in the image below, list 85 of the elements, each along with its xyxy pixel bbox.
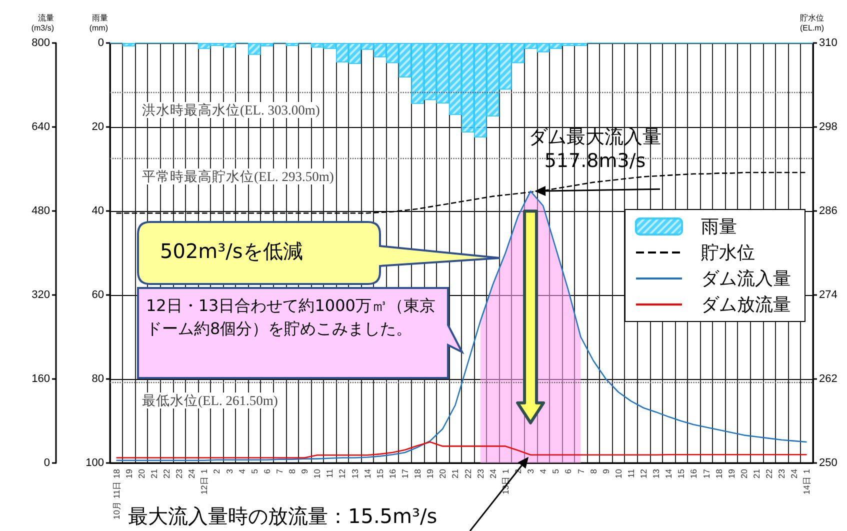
y2-tick-label: 250 xyxy=(819,457,838,469)
x-tick-label: 24 xyxy=(488,468,498,478)
x-tick-label: 12 xyxy=(337,468,348,478)
x-tick-label: 6 xyxy=(563,468,574,474)
legend-label: ダム流入量 xyxy=(701,268,791,288)
x-tick-label: 11 xyxy=(626,468,636,478)
x-tick-label: 19 xyxy=(425,468,436,478)
y3-tick-label: 100 xyxy=(86,457,104,469)
y3-tick-label: 20 xyxy=(92,121,104,133)
x-tick-label: 21 xyxy=(148,468,159,478)
legend-label: ダム放流量 xyxy=(701,294,791,314)
x-tick-label: 13 xyxy=(350,468,360,478)
y-tick-label: 800 xyxy=(32,37,50,49)
legend-label: 雨量 xyxy=(701,216,737,236)
x-tick-label: 16 xyxy=(688,468,699,478)
x-tick-label: 7 xyxy=(274,468,284,474)
x-tick-label: 20 xyxy=(438,468,448,478)
x-tick-label: 9 xyxy=(600,468,611,474)
ref-line-label: 洪水時最高水位(EL. 303.00m) xyxy=(142,102,320,118)
x-tick-label: 13 xyxy=(651,468,662,478)
x-tick-label: 11 xyxy=(324,468,335,478)
x-tick-label: 18 xyxy=(714,468,724,478)
x-tick-label: 14 xyxy=(664,468,674,478)
y-tick-label: 640 xyxy=(32,121,50,133)
y3-tick-label: 40 xyxy=(92,205,104,217)
y-tick-label: 0 xyxy=(44,457,50,469)
x-tick-label: 15 xyxy=(374,468,385,478)
x-tick-label: 23 xyxy=(776,468,787,478)
x-tick-label: 3 xyxy=(224,468,234,474)
x-tick-label: 15 xyxy=(676,468,686,478)
y2-tick-label: 262 xyxy=(819,373,838,385)
x-tick-label: 8 xyxy=(588,468,598,474)
x-tick-label: 8 xyxy=(287,468,298,474)
x-tick-label: 20 xyxy=(136,468,146,478)
y-tick-label: 160 xyxy=(32,373,50,385)
x-tick-label: 18 xyxy=(412,468,423,478)
x-tick-label: 4 xyxy=(538,468,548,474)
x-tick-label: 10 xyxy=(312,468,322,478)
x-tick-label: 22 xyxy=(161,468,172,478)
ref-line-label: 平常時最高貯水位(EL. 293.50m) xyxy=(142,169,334,184)
x-tick-label: 4 xyxy=(236,468,247,474)
x-tick-label: 14日 1 xyxy=(802,468,812,495)
x-tick-label: 16 xyxy=(387,468,398,478)
ref-line-label: 最低水位(EL. 261.50m) xyxy=(142,393,278,408)
x-tick-label: 5 xyxy=(550,468,561,474)
x-tick-label: 21 xyxy=(752,468,762,478)
x-tick-label: 17 xyxy=(400,468,410,478)
y2-axis-title: 貯水位 (EL.m) xyxy=(800,14,824,32)
x-tick-label: 21 xyxy=(450,468,460,478)
x-tick-label: 12 xyxy=(638,468,649,478)
x-tick-label: 17 xyxy=(701,468,712,478)
x-tick-label: 9 xyxy=(300,468,310,474)
y3-tick-label: 80 xyxy=(92,373,104,385)
y-tick-label: 320 xyxy=(32,289,50,301)
annotation: 502m³/sを低減 xyxy=(160,239,303,264)
x-tick-label: 23 xyxy=(475,468,486,478)
x-tick-label: 23 xyxy=(174,468,184,478)
y3-tick-label: 0 xyxy=(98,37,104,49)
legend-label: 貯水位 xyxy=(701,242,755,262)
x-tick-label: 12日 1 xyxy=(199,468,210,495)
x-tick-label: 2 xyxy=(212,468,222,474)
x-tick-label: 24 xyxy=(186,468,197,478)
x-tick-label: 24 xyxy=(789,468,800,478)
x-tick-label: 19 xyxy=(726,468,736,478)
y3-axis-title: 雨量 (mm) xyxy=(89,14,108,32)
y-tick-label: 480 xyxy=(32,205,50,217)
x-tick-label: 20 xyxy=(738,468,749,478)
x-tick-label: 10月 11日 18 xyxy=(111,468,122,520)
text: 最大流入量時の放流量：15.5m³/s xyxy=(128,504,438,529)
y-axis-title: 流量 (m3/s) xyxy=(31,14,54,32)
y2-tick-label: 298 xyxy=(819,121,838,133)
x-tick-label: 7 xyxy=(576,468,586,474)
x-tick-label: 6 xyxy=(262,468,272,474)
x-tick-label: 19 xyxy=(124,468,134,478)
y3-tick-label: 60 xyxy=(92,289,104,301)
x-tick-label: 5 xyxy=(249,468,260,474)
x-tick-label: 10 xyxy=(613,468,624,478)
x-tick-label: 22 xyxy=(764,468,774,478)
annotation: 12日・13日合わせて約1000万㎥（東京ドーム約8個分）を貯めこみました。 xyxy=(146,295,436,340)
x-tick-label: 3 xyxy=(526,468,536,474)
y2-tick-label: 310 xyxy=(819,37,838,49)
y2-tick-label: 274 xyxy=(819,289,838,301)
x-tick-label: 22 xyxy=(462,468,473,478)
x-tick-label: 14 xyxy=(362,468,372,478)
y2-tick-label: 286 xyxy=(819,205,838,217)
